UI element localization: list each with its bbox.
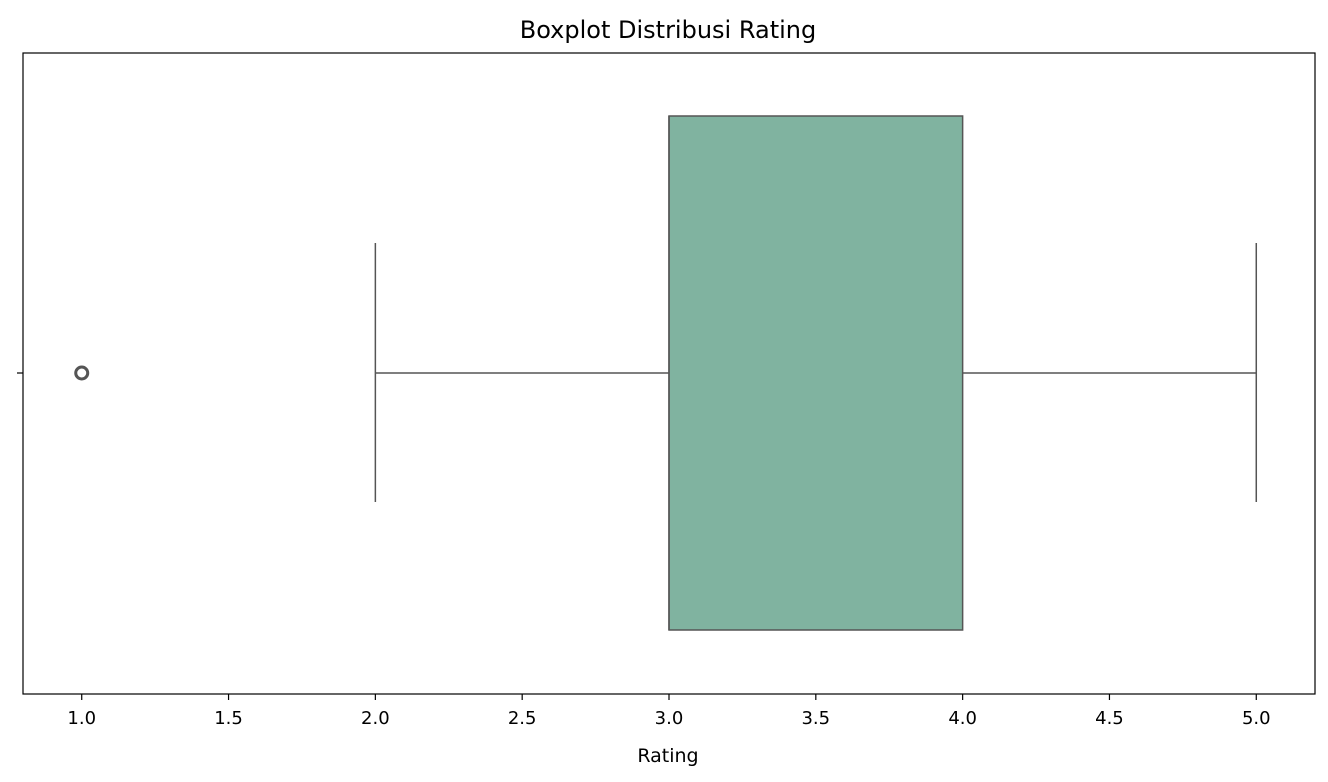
x-axis-label: Rating	[637, 745, 698, 767]
x-tick-label: 2.0	[361, 708, 390, 729]
outlier-point	[74, 365, 90, 381]
x-tick-label: 3.5	[801, 708, 830, 729]
x-tick-label: 2.5	[508, 708, 537, 729]
x-tick-label: 5.0	[1242, 708, 1271, 729]
iqr-box	[668, 115, 964, 631]
chart-title: Boxplot Distribusi Rating	[520, 16, 816, 44]
x-tick-label: 1.5	[214, 708, 243, 729]
x-tick-label: 1.0	[67, 708, 96, 729]
x-tick-label: 3.0	[655, 708, 684, 729]
x-tick-label: 4.5	[1095, 708, 1124, 729]
x-tick-label: 4.0	[948, 708, 977, 729]
